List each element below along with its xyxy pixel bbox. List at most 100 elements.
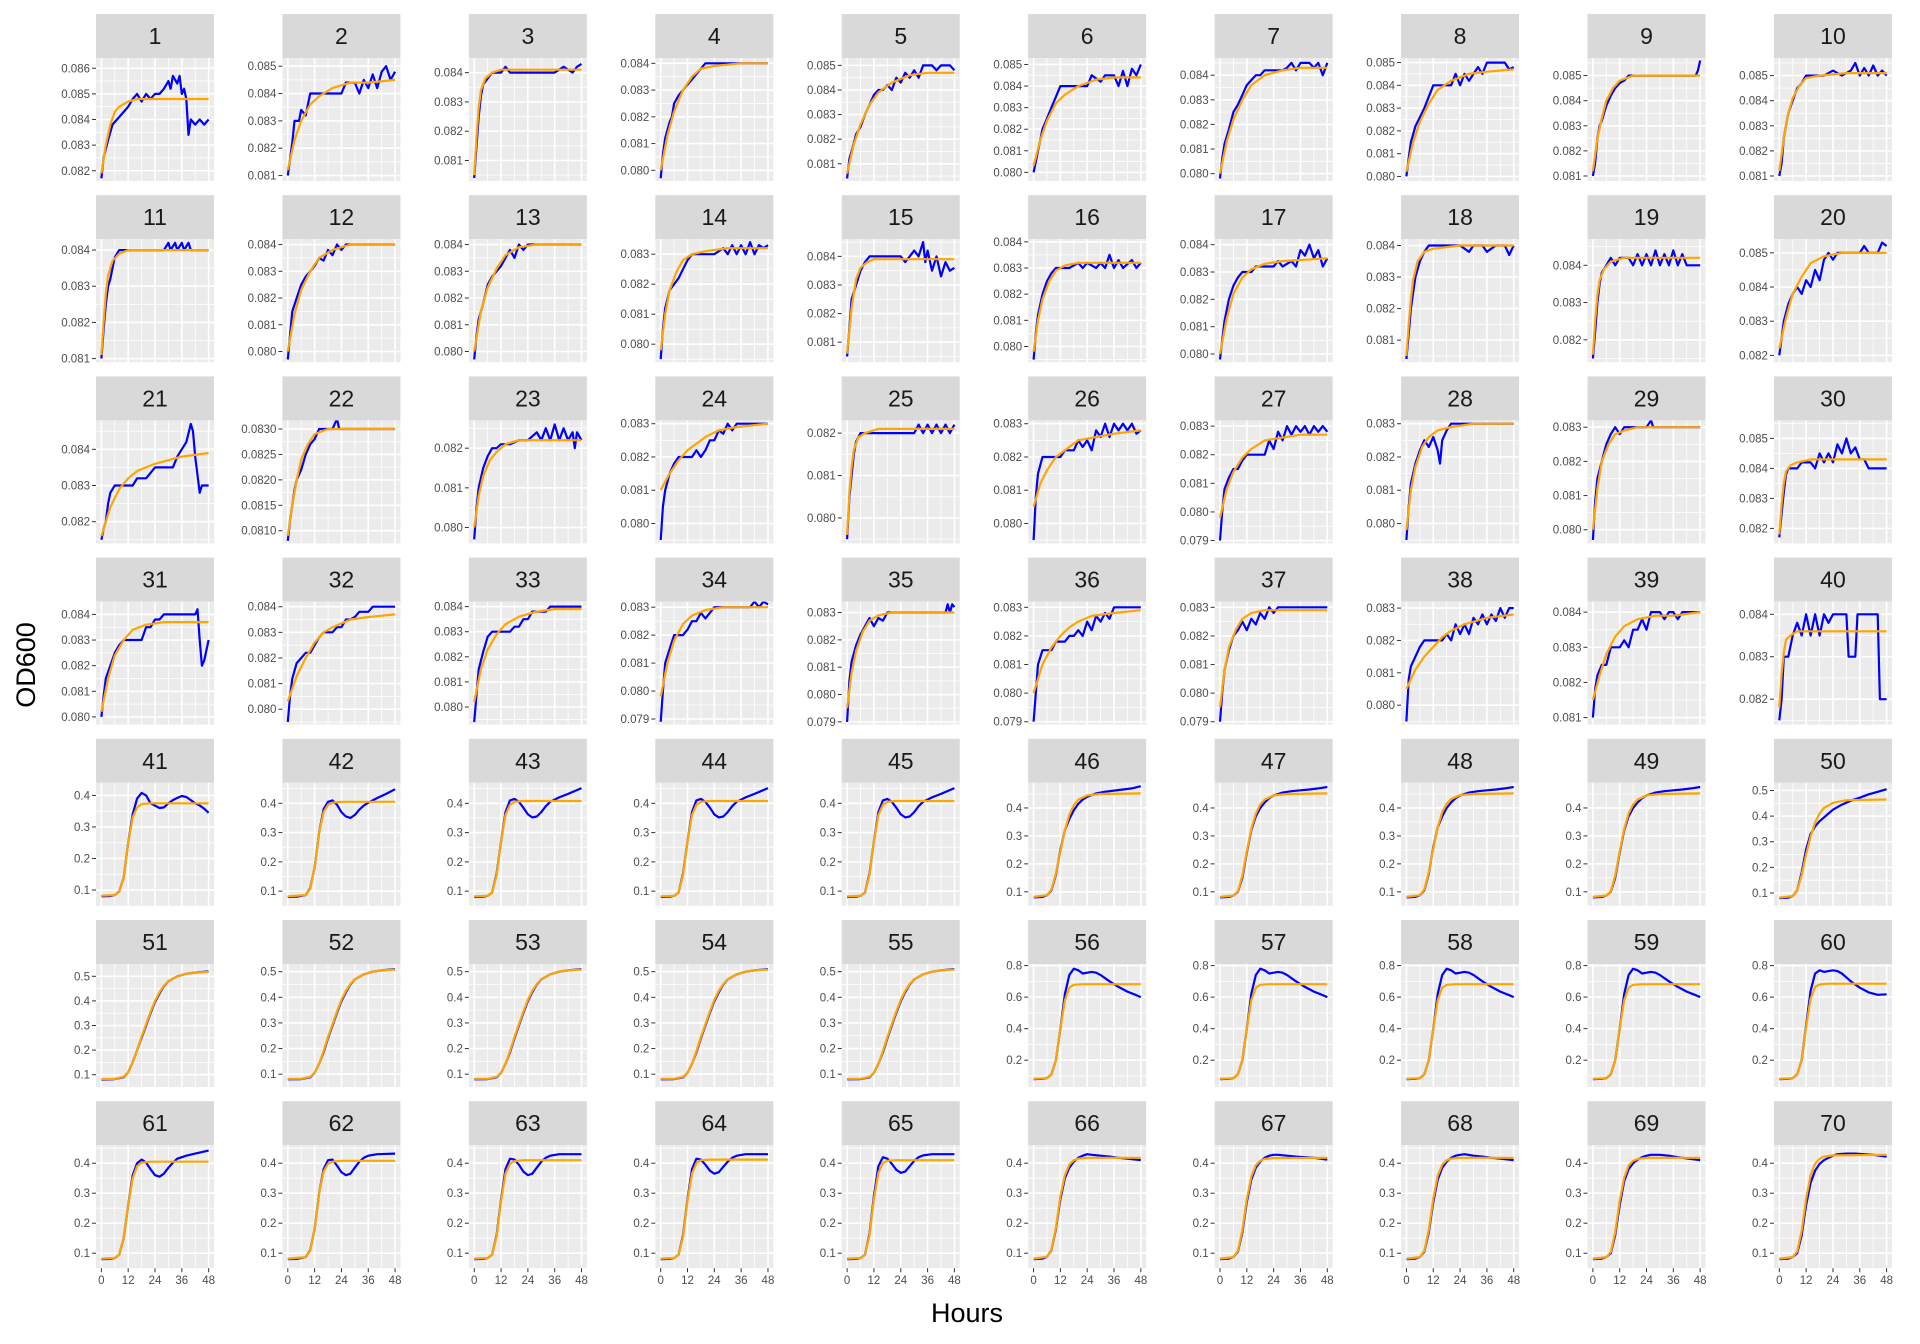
y-tick-label: 0.2 xyxy=(1379,1055,1395,1067)
y-tick-label: 0.082 xyxy=(1739,350,1768,362)
observed-line xyxy=(1218,243,1329,360)
y-tick-label: 0.4 xyxy=(260,1158,277,1170)
y-tick-label: 0.1 xyxy=(74,885,90,897)
fitted-line xyxy=(1779,982,1887,1080)
facet-strip-label: 64 xyxy=(702,1110,728,1136)
facet-strip xyxy=(468,195,587,240)
facet-panel-43: 43 0.1 0.2 0.3 0.4 xyxy=(447,738,587,906)
facet-panel-41: 41 0.1 0.2 0.3 0.4 xyxy=(74,738,214,906)
fitted-line xyxy=(286,243,396,352)
y-tick-label: 0.085 xyxy=(1366,58,1395,70)
y-tick-label: 0.082 xyxy=(621,112,650,124)
y-tick-label: 0.3 xyxy=(1566,1188,1582,1200)
facet-strip-label: 69 xyxy=(1634,1110,1660,1136)
y-tick-label: 0.084 xyxy=(1739,463,1768,475)
x-tick-label: 0 xyxy=(1590,1275,1596,1287)
facet-strip-label: 15 xyxy=(888,204,914,230)
y-tick-label: 0.083 xyxy=(1739,493,1768,505)
y-tick-label: 0.8 xyxy=(1566,961,1582,973)
facet-panel-50: 50 0.1 0.2 0.3 0.4 0.5 xyxy=(1752,738,1892,906)
fitted-line xyxy=(1778,71,1887,172)
y-tick-label: 0.082 xyxy=(807,635,836,647)
y-tick-label: 0.083 xyxy=(1553,422,1582,434)
x-tick-label: 0 xyxy=(1403,1275,1409,1287)
y-tick-label: 0.080 xyxy=(621,165,650,177)
facet-panel-56: 56 0.2 0.4 0.6 0.8 xyxy=(1006,920,1147,1087)
facet-panel-24: 24 0.080 0.081 0.082 0.083 xyxy=(621,376,774,544)
facet-strip-label: 38 xyxy=(1447,567,1473,593)
facet-panel-31: 31 0.080 0.081 0.082 0.083 0.084 xyxy=(61,557,214,725)
facet-strip xyxy=(1587,376,1706,421)
y-tick-label: 0.085 xyxy=(1739,71,1768,83)
fitted-line xyxy=(1779,798,1887,899)
y-tick-label: 0.2 xyxy=(447,857,463,869)
facet-strip-label: 49 xyxy=(1634,748,1660,774)
y-tick-label: 0.083 xyxy=(621,419,650,431)
y-tick-label: 0.080 xyxy=(248,347,277,359)
y-tick-label: 0.083 xyxy=(434,266,463,278)
facet-panel-61: 61 0.1 0.2 0.3 0.4 xyxy=(74,1101,214,1269)
facet-strip xyxy=(1214,557,1333,602)
y-tick-label: 0.081 xyxy=(1366,668,1395,680)
observed-line xyxy=(286,65,397,176)
facet-panel-38: 38 0.080 0.081 0.082 0.083 xyxy=(1366,557,1520,725)
facet-strip-label: 17 xyxy=(1261,204,1287,230)
facet-panel-5: 5 0.081 0.082 0.083 0.084 0.085 xyxy=(807,14,960,181)
facet-strip xyxy=(655,14,774,58)
y-tick-label: 0.081 xyxy=(434,677,463,689)
y-tick-label: 0.4 xyxy=(1006,803,1023,815)
facet-strip-label: 7 xyxy=(1267,23,1280,49)
fitted-line xyxy=(847,799,955,898)
x-tick-label: 48 xyxy=(1321,1275,1334,1287)
fitted-line xyxy=(1032,609,1141,694)
facet-strip-label: 62 xyxy=(329,1110,355,1136)
facet-panel-65: 65 0.1 0.2 0.3 0.4 xyxy=(820,1101,960,1269)
facet-panel-58: 58 0.2 0.4 0.6 0.8 xyxy=(1379,920,1520,1087)
fitted-line xyxy=(474,1159,582,1260)
x-tick-label: 12 xyxy=(122,1275,135,1287)
facet-strip xyxy=(1587,195,1706,240)
observed-line xyxy=(1778,613,1887,721)
y-tick-label: 0.083 xyxy=(993,602,1022,614)
facet-strip xyxy=(1773,1101,1892,1146)
x-tick-label: 36 xyxy=(1480,1275,1493,1287)
y-tick-label: 0.4 xyxy=(1379,803,1396,815)
y-tick-label: 0.082 xyxy=(621,279,650,291)
y-tick-label: 0.084 xyxy=(61,609,90,621)
y-tick-label: 0.082 xyxy=(248,653,277,665)
y-tick-label: 0.4 xyxy=(447,992,464,1004)
y-tick-label: 0.3 xyxy=(1566,831,1582,843)
facet-panel-44: 44 0.1 0.2 0.3 0.4 xyxy=(633,738,774,906)
facet-panel-19: 19 0.082 0.083 0.084 xyxy=(1553,195,1706,363)
y-tick-label: 0.084 xyxy=(993,237,1022,249)
observed-line xyxy=(1032,606,1141,722)
observed-line xyxy=(1032,422,1142,541)
y-tick-label: 0.4 xyxy=(1006,1158,1023,1170)
x-tick-label: 24 xyxy=(1454,1275,1467,1287)
facet-panel-29: 29 0.080 0.081 0.082 0.083 xyxy=(1553,376,1706,544)
x-tick-label: 0 xyxy=(285,1275,291,1287)
fitted-line xyxy=(100,249,209,356)
facet-strip xyxy=(282,920,401,964)
y-tick-label: 0.083 xyxy=(248,116,277,128)
y-tick-label: 0.080 xyxy=(1180,688,1209,700)
y-tick-label: 0.083 xyxy=(1553,298,1582,310)
facet-strip-label: 44 xyxy=(702,748,728,774)
x-tick-label: 0 xyxy=(98,1275,104,1287)
facet-panel-51: 51 0.1 0.2 0.3 0.4 0.5 xyxy=(74,920,214,1087)
x-tick-label: 24 xyxy=(335,1275,348,1287)
y-tick-label: 0.2 xyxy=(1752,1218,1768,1230)
y-tick-label: 0.0830 xyxy=(241,424,276,436)
y-tick-label: 0.081 xyxy=(61,686,90,698)
y-tick-label: 0.4 xyxy=(1752,1024,1769,1036)
x-tick-label: 24 xyxy=(1640,1275,1653,1287)
y-tick-label: 0.081 xyxy=(993,660,1022,672)
facet-panel-42: 42 0.1 0.2 0.3 0.4 xyxy=(260,738,401,906)
y-tick-label: 0.083 xyxy=(1180,602,1209,614)
y-tick-label: 0.4 xyxy=(1566,1024,1583,1036)
y-tick-label: 0.081 xyxy=(248,320,277,332)
facet-strip-label: 3 xyxy=(521,23,534,49)
facet-strip-label: 20 xyxy=(1820,204,1846,230)
x-tick-label: 48 xyxy=(1880,1275,1893,1287)
facet-panel-13: 13 0.080 0.081 0.082 0.083 0.084 xyxy=(434,195,587,363)
